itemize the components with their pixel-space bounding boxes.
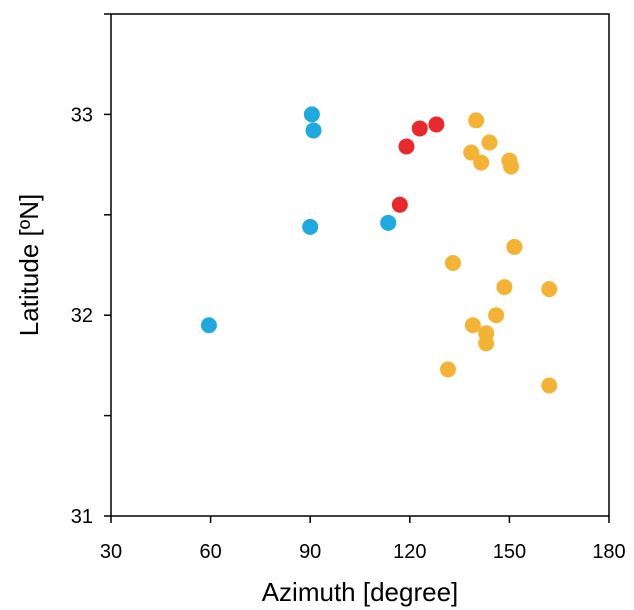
data-point [468, 112, 485, 129]
data-point [200, 317, 217, 334]
data-point [506, 238, 523, 255]
data-point [411, 120, 428, 137]
data-points [200, 106, 558, 394]
data-point [398, 138, 415, 155]
data-point [503, 158, 520, 175]
data-point [481, 134, 498, 151]
data-point [496, 279, 513, 296]
x-tick-label: 90 [299, 541, 321, 563]
plot-frame [110, 13, 610, 517]
data-point [380, 214, 397, 231]
x-tick-label: 120 [393, 541, 426, 563]
x-tick-label: 180 [592, 541, 625, 563]
data-point [303, 106, 320, 123]
y-axis-ticks: 31 32 33 [71, 13, 111, 528]
data-point [541, 281, 558, 298]
data-point [488, 307, 505, 324]
data-point [464, 317, 481, 334]
x-tick-label: 30 [100, 541, 122, 563]
data-point [391, 196, 408, 213]
data-point [302, 218, 319, 235]
data-point [444, 254, 461, 271]
data-point [305, 122, 322, 139]
x-tick-label: 60 [199, 541, 221, 563]
x-axis-title: Azimuth [degree] [262, 577, 459, 607]
y-tick-label: 32 [71, 305, 93, 327]
y-axis-title: Latitude [ºN] [14, 194, 44, 336]
x-tick-label: 150 [493, 541, 526, 563]
y-tick-label: 31 [71, 506, 93, 528]
data-point [463, 144, 480, 161]
y-tick-label: 33 [71, 104, 93, 126]
data-point [473, 154, 490, 171]
data-point [478, 335, 495, 352]
data-point [439, 361, 456, 378]
data-point [541, 377, 558, 394]
x-axis-ticks: 30 60 90 120 150 180 [100, 516, 626, 563]
data-point [428, 116, 445, 133]
